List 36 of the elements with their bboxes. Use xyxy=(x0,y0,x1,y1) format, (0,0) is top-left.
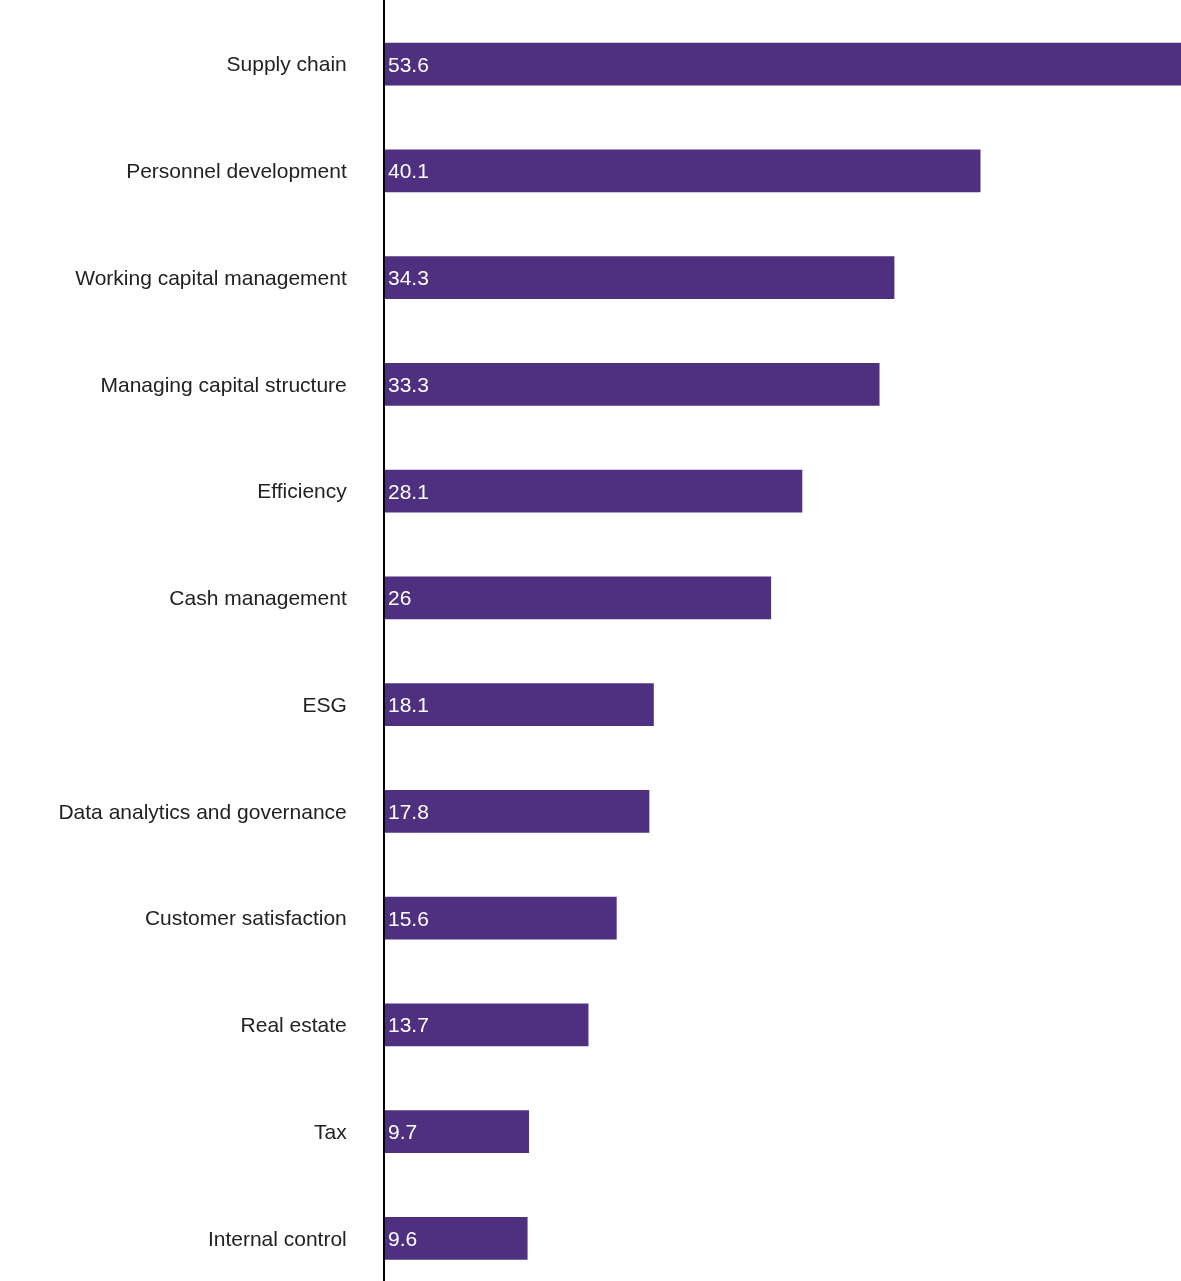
bar xyxy=(385,42,1181,86)
y-tick-label: Personnel development xyxy=(126,159,347,183)
y-tick-label: Real estate xyxy=(240,1013,347,1037)
data-label: 33.3 xyxy=(388,372,429,396)
bar xyxy=(385,1003,589,1047)
y-tick-label: Tax xyxy=(314,1119,348,1143)
data-label: 9.6 xyxy=(388,1226,418,1250)
data-label: 17.8 xyxy=(388,799,429,823)
y-tick-label: Internal control xyxy=(207,1226,347,1250)
data-label: 26 xyxy=(388,586,412,610)
y-tick-label: Customer satisfaction xyxy=(144,906,347,930)
data-label: 40.1 xyxy=(388,159,429,183)
data-label: 28.1 xyxy=(388,479,429,503)
y-tick-label: Efficiency xyxy=(257,479,348,503)
bar xyxy=(385,256,895,299)
bar xyxy=(385,576,772,620)
y-tick-label: ESG xyxy=(302,692,347,716)
data-label: 34.3 xyxy=(388,266,429,290)
bar xyxy=(385,362,880,406)
bar xyxy=(385,149,981,193)
data-label: 15.6 xyxy=(388,906,429,930)
bar xyxy=(385,1216,528,1260)
bar xyxy=(385,683,654,726)
bar xyxy=(385,789,650,833)
data-label: 18.1 xyxy=(388,693,429,717)
data-label: 53.6 xyxy=(388,52,429,76)
bar xyxy=(385,469,803,513)
bar xyxy=(385,1110,530,1153)
y-tick-label: Data analytics and governance xyxy=(58,799,347,823)
y-tick-label: Working capital management xyxy=(75,265,347,289)
y-tick-label: Managing capital structure xyxy=(100,372,347,396)
bar xyxy=(385,896,617,940)
data-label: 9.7 xyxy=(388,1120,418,1144)
y-tick-label: Supply chain xyxy=(226,52,347,76)
data-label: 13.7 xyxy=(388,1013,429,1037)
y-tick-label: Cash management xyxy=(169,586,347,610)
